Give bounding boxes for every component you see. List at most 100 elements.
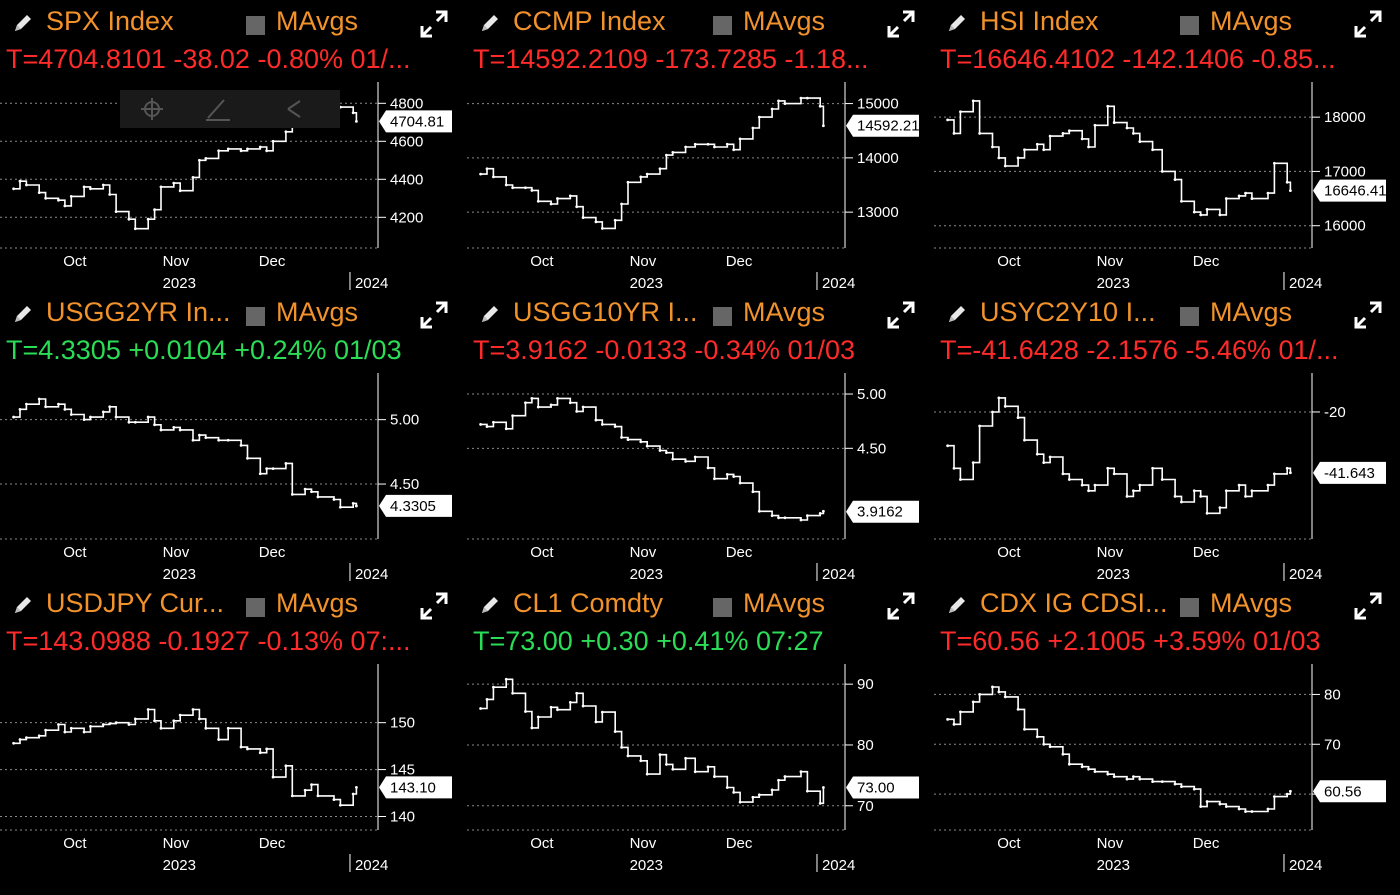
ticker-label[interactable]: CL1 Comdty bbox=[513, 588, 664, 618]
expand-arrows-icon[interactable] bbox=[1352, 8, 1384, 40]
price-chart[interactable]: 5.00 4.50 Oct Nov Dec 2023 2024 3.9162 bbox=[467, 373, 933, 581]
checkbox-square-icon[interactable] bbox=[713, 598, 732, 617]
expand-arrows-icon[interactable] bbox=[1352, 590, 1384, 622]
chart-panel-spx-index[interactable]: SPX Index MAvgs T=4704.8101 -38.02 -0.80% … bbox=[0, 0, 466, 290]
x-month-label: Oct bbox=[530, 835, 554, 852]
chart-panel-usdjpy-cur[interactable]: USDJPY Cur... MAvgs T=143.0988 -0.1927 -0.… bbox=[0, 582, 466, 872]
ticker-label[interactable]: HSI Index bbox=[980, 6, 1099, 36]
price-chart[interactable]: -20 Oct Nov Dec 2023 2024 -41.643 bbox=[934, 373, 1400, 581]
price-point bbox=[198, 158, 201, 162]
pencil-icon[interactable] bbox=[946, 303, 968, 325]
price-point bbox=[108, 405, 112, 409]
expand-arrows-icon[interactable] bbox=[885, 8, 917, 40]
chart-panel-usgg10yr-i[interactable]: USGG10YR I... MAvgs T=3.9162 -0.0133 -0.34… bbox=[467, 291, 933, 581]
checkbox-square-icon[interactable] bbox=[713, 16, 732, 35]
mavgs-toggle-label[interactable]: MAvgs bbox=[276, 588, 359, 618]
price-chart[interactable]: 4800 4600 4400 4200 Oct Nov Dec 2023 2024 4704.81 bbox=[0, 82, 466, 290]
price-point bbox=[1237, 194, 1241, 198]
chart-panel-cl1-comdty[interactable]: CL1 Comdty MAvgs T=73.00 +0.30 +0.41% 07:2… bbox=[467, 582, 933, 872]
mavgs-toggle-label[interactable]: MAvgs bbox=[1210, 6, 1293, 36]
chart-panel-ccmp-index[interactable]: CCMP Index MAvgs T=14592.2109 -173.7285 -1… bbox=[467, 0, 933, 290]
ticker-label[interactable]: USDJPY Cur... bbox=[46, 588, 225, 618]
x-month-label: Dec bbox=[1193, 835, 1220, 852]
ticker-label[interactable]: USYC2Y10 I... bbox=[980, 297, 1156, 327]
price-point bbox=[713, 145, 716, 149]
arrow-icon[interactable] bbox=[287, 100, 301, 118]
checkbox-square-icon[interactable] bbox=[1180, 307, 1199, 326]
x-year-label: 2023 bbox=[630, 275, 663, 290]
ticker-label[interactable]: USGG10YR I... bbox=[513, 297, 698, 327]
mavgs-toggle-label[interactable]: MAvgs bbox=[1210, 297, 1293, 327]
y-tick-label: 70 bbox=[1324, 736, 1341, 753]
mavgs-toggle-label[interactable]: MAvgs bbox=[743, 297, 826, 327]
price-point bbox=[284, 130, 288, 134]
price-point bbox=[978, 693, 982, 696]
price-point bbox=[1138, 140, 1142, 143]
checkbox-square-icon[interactable] bbox=[246, 598, 265, 617]
y-tick-label: 17000 bbox=[1324, 163, 1366, 180]
pencil-icon[interactable] bbox=[946, 594, 968, 616]
mavgs-toggle-label[interactable]: MAvgs bbox=[276, 297, 359, 327]
price-chart[interactable]: 807060OctNovDec2023202460.56 bbox=[934, 664, 1400, 872]
chart-panel-hsi-index[interactable]: HSI Index MAvgs T=16646.4102 -142.1406 -0.… bbox=[934, 0, 1400, 290]
pencil-icon[interactable] bbox=[946, 12, 968, 34]
price-point bbox=[645, 444, 649, 448]
price-point bbox=[332, 798, 336, 802]
pencil-icon[interactable] bbox=[479, 303, 501, 325]
price-point bbox=[492, 175, 495, 179]
checkbox-square-icon[interactable] bbox=[1180, 16, 1199, 35]
price-chart[interactable]: 5.00 4.50 Oct Nov Dec 2023 2024 4.3305 bbox=[0, 373, 466, 581]
pencil-icon[interactable] bbox=[12, 12, 34, 34]
price-point bbox=[258, 472, 262, 476]
expand-arrows-icon[interactable] bbox=[418, 590, 450, 622]
price-point bbox=[821, 786, 825, 789]
price-point bbox=[1180, 785, 1183, 789]
pencil-icon[interactable] bbox=[12, 594, 34, 616]
pencil-icon[interactable] bbox=[479, 12, 501, 34]
mavgs-toggle-label[interactable]: MAvgs bbox=[1210, 588, 1293, 618]
ticker-label[interactable]: USGG2YR In... bbox=[46, 297, 231, 327]
price-chart[interactable]: 15000 14000 13000 Oct Nov Dec 2023 2024 14592.21 bbox=[467, 82, 933, 290]
draw-line-icon[interactable] bbox=[206, 99, 230, 121]
price-point bbox=[665, 153, 668, 157]
ticker-label[interactable]: CDX IG CDSI... bbox=[980, 588, 1168, 618]
y-tick-label: 5.00 bbox=[857, 386, 886, 403]
price-point bbox=[89, 725, 92, 728]
crosshair-icon[interactable] bbox=[141, 98, 163, 120]
price-point bbox=[549, 705, 553, 709]
price-chart[interactable]: 150 145 140 Oct Nov Dec 2023 2024 143.10 bbox=[0, 664, 466, 872]
checkbox-square-icon[interactable] bbox=[246, 16, 265, 35]
price-point bbox=[1067, 762, 1071, 766]
ticker-label[interactable]: CCMP Index bbox=[513, 6, 666, 36]
expand-arrows-icon[interactable] bbox=[885, 590, 917, 622]
chart-panel-usyc2y10-i[interactable]: USYC2Y10 I... MAvgs T=-41.6428 -2.1576 -5.… bbox=[934, 291, 1400, 581]
checkbox-square-icon[interactable] bbox=[246, 307, 265, 326]
price-point bbox=[1112, 775, 1116, 779]
y-tick-label: 16000 bbox=[1324, 218, 1366, 235]
ticker-label[interactable]: SPX Index bbox=[46, 6, 174, 36]
chart-panel-usgg2yr-in[interactable]: USGG2YR In... MAvgs T=4.3305 +0.0104 +0.24… bbox=[0, 291, 466, 581]
price-chart[interactable]: 90 80 70 Oct Nov Dec 2023 2024 73.00 bbox=[467, 664, 933, 872]
x-year-label: 2023 bbox=[163, 275, 196, 290]
x-month-label: Dec bbox=[726, 835, 753, 852]
price-point bbox=[354, 119, 358, 123]
expand-arrows-icon[interactable] bbox=[418, 299, 450, 331]
mavgs-toggle-label[interactable]: MAvgs bbox=[743, 6, 826, 36]
price-point bbox=[783, 516, 787, 520]
x-month-label: Dec bbox=[726, 253, 753, 270]
price-chart[interactable]: 18000 17000 16000 Oct Nov Dec 2023 2024 16646.41 bbox=[934, 82, 1400, 290]
price-point bbox=[1106, 466, 1110, 470]
checkbox-square-icon[interactable] bbox=[713, 307, 732, 326]
expand-arrows-icon[interactable] bbox=[1352, 299, 1384, 331]
chart-panel-cdx-ig-cdsi[interactable]: CDX IG CDSI... MAvgs T=60.56 +2.1005 +3.59… bbox=[934, 582, 1400, 872]
price-point bbox=[639, 175, 643, 179]
checkbox-square-icon[interactable] bbox=[1180, 598, 1199, 617]
expand-arrows-icon[interactable] bbox=[885, 299, 917, 331]
mavgs-toggle-label[interactable]: MAvgs bbox=[276, 6, 359, 36]
pencil-icon[interactable] bbox=[12, 303, 34, 325]
mavgs-toggle-label[interactable]: MAvgs bbox=[743, 588, 826, 618]
price-point bbox=[713, 477, 716, 481]
expand-arrows-icon[interactable] bbox=[418, 8, 450, 40]
chart-hover-toolbar[interactable] bbox=[120, 90, 340, 128]
pencil-icon[interactable] bbox=[479, 594, 501, 616]
